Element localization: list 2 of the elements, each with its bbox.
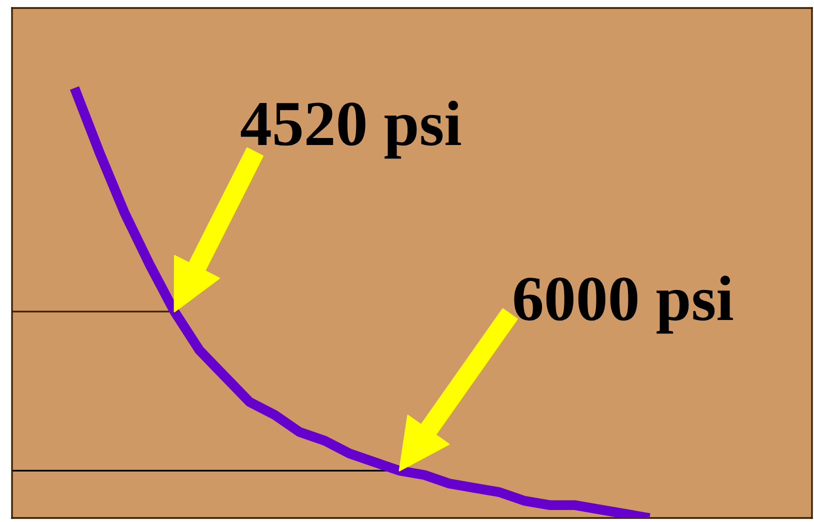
annotation: 6000 psi [514,276,733,334]
annotation: 4520 psi [240,100,461,159]
